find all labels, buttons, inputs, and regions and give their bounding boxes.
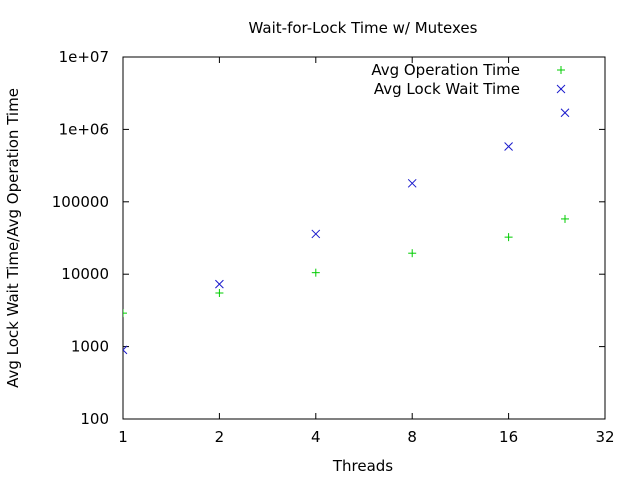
x-tick-label: 32 bbox=[595, 428, 614, 446]
legend-label: Avg Operation Time bbox=[371, 61, 520, 79]
data-point-lock-wait-time bbox=[311, 229, 321, 239]
x-tick-label: 4 bbox=[311, 428, 321, 446]
data-point-lock-wait-time bbox=[215, 279, 224, 289]
data-point-operation-time bbox=[408, 249, 417, 258]
y-tick-label: 1e+07 bbox=[59, 48, 109, 66]
data-point-operation-time bbox=[123, 309, 127, 318]
data-points bbox=[123, 108, 570, 355]
data-point-operation-time bbox=[504, 233, 513, 242]
x-tick-label: 1 bbox=[118, 428, 128, 446]
data-point-operation-time bbox=[215, 288, 224, 297]
plot-area bbox=[123, 108, 570, 355]
x-tick-label: 8 bbox=[407, 428, 417, 446]
x-tick-label: 2 bbox=[215, 428, 225, 446]
y-tick-label: 100000 bbox=[52, 193, 109, 211]
data-point-lock-wait-time bbox=[560, 108, 570, 118]
y-tick-label: 1000 bbox=[71, 338, 109, 356]
y-axis: 100 1000 10000 100000 1e+06 1e+07 bbox=[52, 48, 605, 428]
legend-label: Avg Lock Wait Time bbox=[374, 80, 520, 98]
x-axis: 1 2 4 8 16 32 bbox=[118, 57, 615, 446]
plot-frame bbox=[122, 56, 606, 420]
legend-marker bbox=[557, 66, 565, 74]
data-point-operation-time bbox=[311, 268, 320, 277]
data-point-lock-wait-time bbox=[407, 178, 417, 188]
x-axis-label: Threads bbox=[332, 457, 393, 475]
data-point-lock-wait-time bbox=[123, 345, 128, 355]
chart-title: Wait-for-Lock Time w/ Mutexes bbox=[249, 19, 478, 37]
x-tick-label: 16 bbox=[499, 428, 518, 446]
y-axis-label: Avg Lock Wait Time/Avg Operation Time bbox=[4, 88, 22, 388]
y-tick-label: 1e+06 bbox=[59, 120, 109, 138]
data-point-lock-wait-time bbox=[504, 142, 513, 151]
data-point-operation-time bbox=[560, 214, 569, 223]
y-tick-label: 100 bbox=[80, 410, 109, 428]
y-tick-label: 10000 bbox=[61, 265, 109, 283]
legend-marker bbox=[556, 84, 566, 94]
